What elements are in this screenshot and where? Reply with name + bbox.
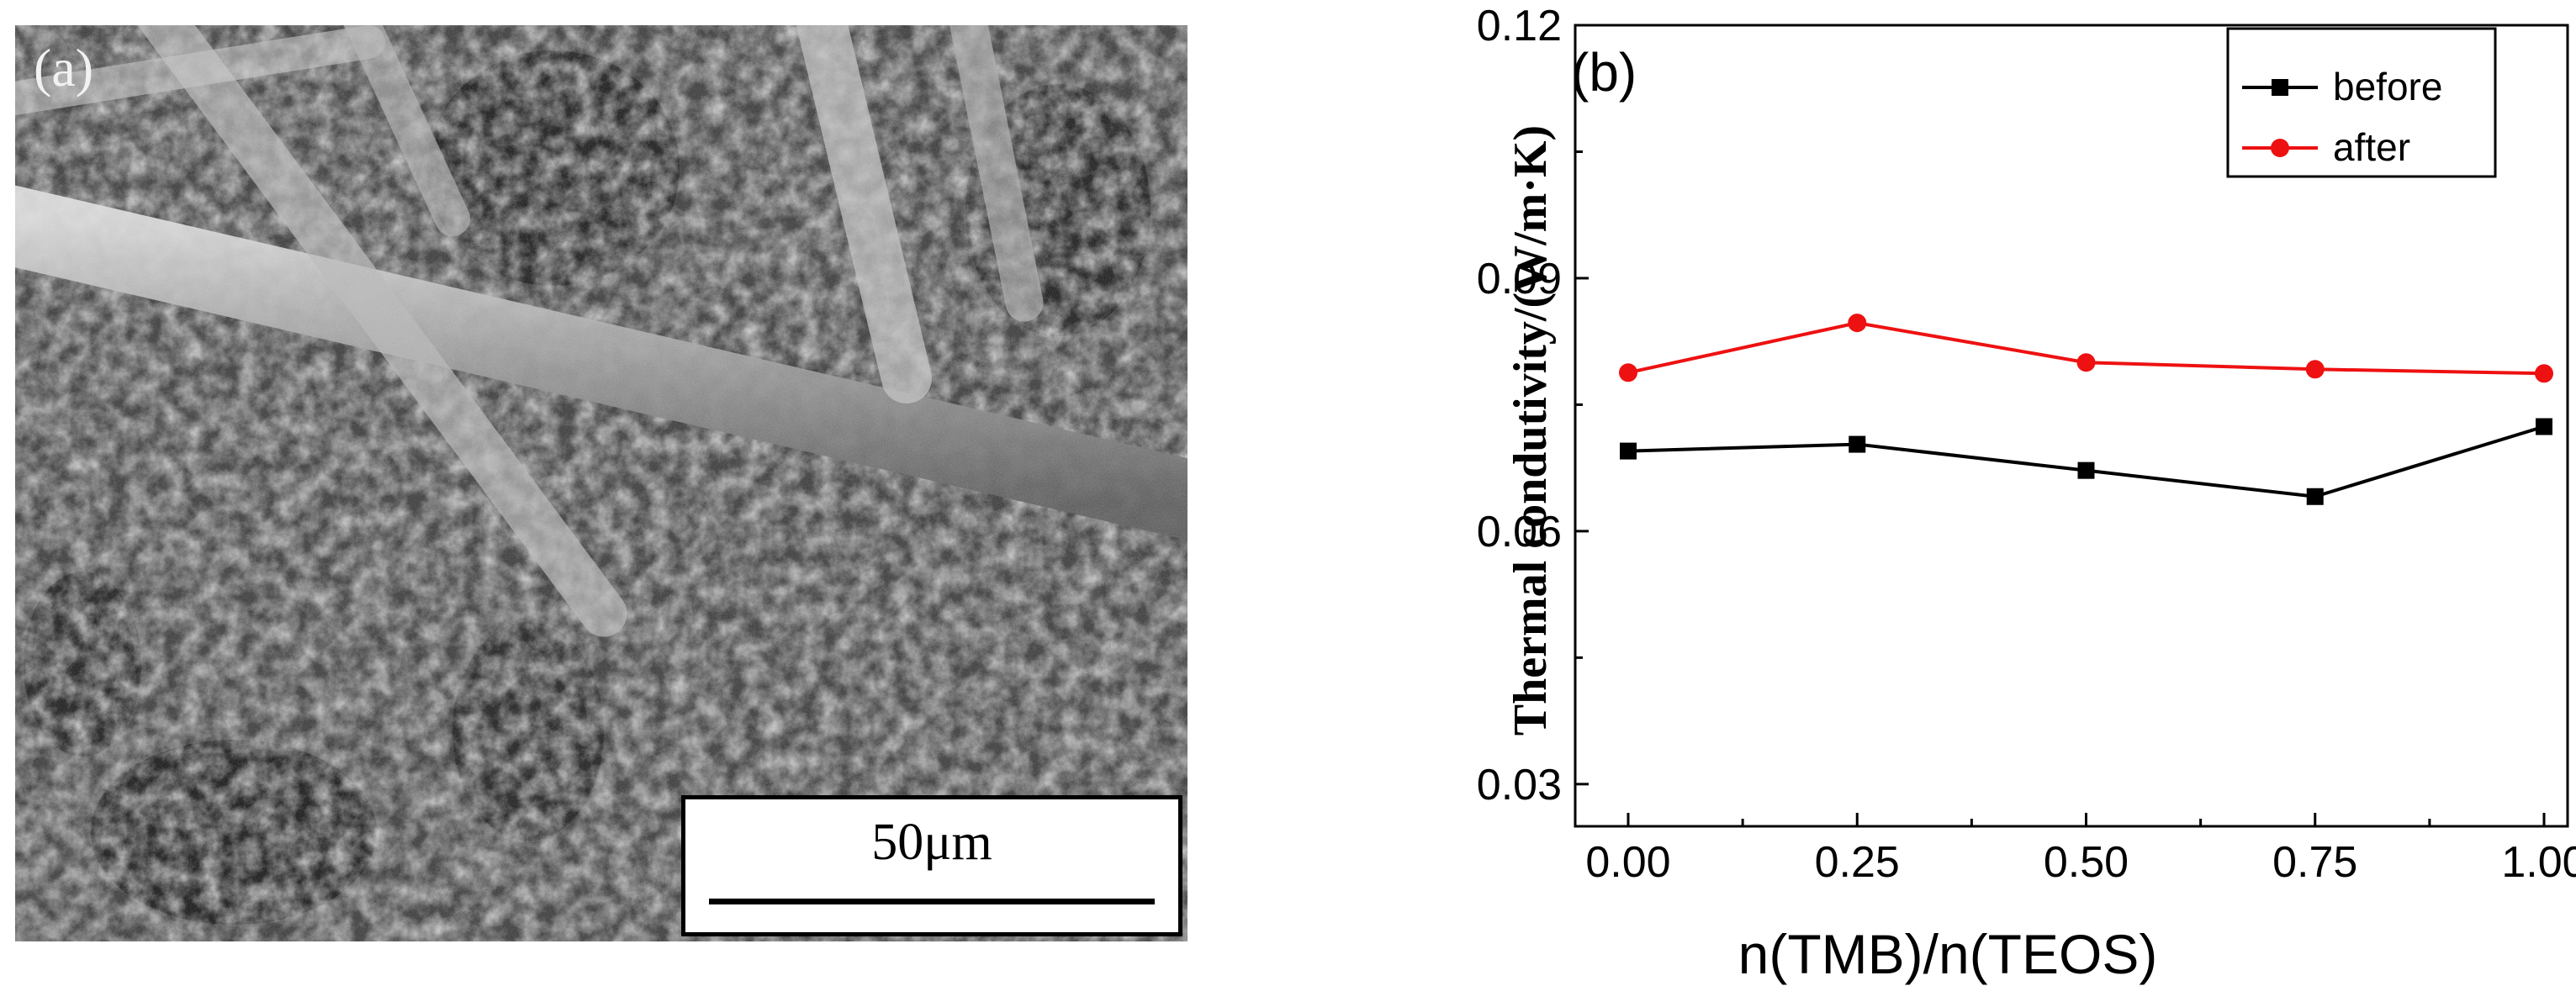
- x-axis-title: n(TMB)/n(TEOS): [1738, 923, 2158, 985]
- data-point-after: [2535, 364, 2553, 383]
- sem-texture: [15, 25, 1187, 941]
- scale-bar-line: [709, 899, 1155, 904]
- legend-marker-after: [2271, 139, 2289, 157]
- x-tick-label: 0.50: [2044, 838, 2129, 887]
- legend-label-before: before: [2333, 65, 2442, 108]
- x-tick-label: 1.00: [2501, 838, 2576, 887]
- data-point-before: [2306, 488, 2324, 505]
- data-point-after: [2305, 360, 2325, 379]
- scale-bar-box: 50μm: [681, 795, 1182, 936]
- y-tick-label: 0.03: [1477, 761, 1562, 809]
- data-point-before: [2536, 418, 2552, 435]
- plot-area: 0.00 0.25 0.50 0.75 1.00 0.03 0.06 0.09 0.12: [1477, 2, 2576, 887]
- thermal-conductivity-chart: 0.00 0.25 0.50 0.75 1.00 0.03 0.06 0.09 0.12 (b)…: [1477, 2, 2576, 985]
- panel-a-label: (a): [34, 38, 94, 98]
- legend: before after: [2226, 27, 2497, 178]
- data-point-after: [1619, 363, 1637, 382]
- x-tick-label: 0.25: [1815, 838, 1900, 887]
- y-tick-label: 0.12: [1477, 2, 1562, 50]
- plot-frame: [1574, 24, 2569, 828]
- sem-micrograph: (a) 50μm: [15, 25, 1187, 941]
- legend-marker-before: [2272, 79, 2288, 96]
- data-point-before: [2077, 461, 2095, 479]
- x-tick-label: 0.75: [2272, 838, 2357, 887]
- series-line-before: [1627, 424, 2545, 498]
- x-tick-label: 0.00: [1585, 838, 1670, 887]
- scale-bar-text: 50μm: [871, 814, 992, 871]
- y-tick-label: 0.06: [1477, 508, 1562, 556]
- legend-label-after: after: [2333, 125, 2410, 169]
- y-tick-label: 0.09: [1477, 255, 1562, 303]
- data-point-before: [1849, 435, 1866, 453]
- data-point-after: [1848, 314, 1867, 333]
- data-point-after: [2076, 353, 2096, 372]
- panel-b-label: (b): [1571, 42, 1637, 103]
- data-point-before: [1620, 442, 1637, 460]
- y-axis-title: Thermal condutivity/(W/m·K): [1505, 125, 1557, 736]
